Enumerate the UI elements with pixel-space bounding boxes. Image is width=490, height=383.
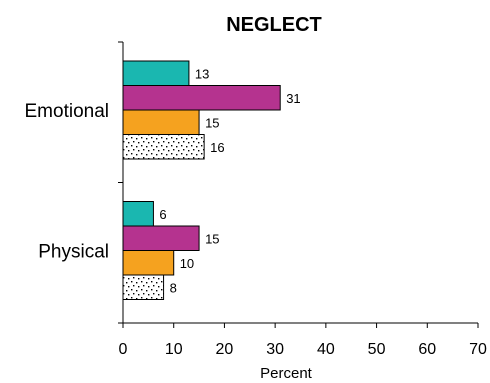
data-label: 31 bbox=[286, 91, 300, 106]
data-label: 8 bbox=[170, 280, 177, 295]
x-tick-label: 30 bbox=[266, 341, 284, 358]
x-tick-label: 70 bbox=[469, 341, 487, 358]
bar bbox=[122, 60, 190, 86]
bar bbox=[122, 109, 200, 135]
chart-title: NEGLECT bbox=[226, 14, 322, 36]
bar bbox=[122, 134, 205, 160]
bar bbox=[122, 85, 281, 111]
x-axis-title: Percent bbox=[260, 365, 313, 382]
data-label: 16 bbox=[210, 140, 224, 155]
bar bbox=[122, 225, 200, 251]
bar bbox=[122, 250, 175, 276]
x-tick-label: 40 bbox=[317, 341, 335, 358]
category-label: Physical bbox=[38, 242, 109, 263]
x-tick-label: 60 bbox=[418, 341, 436, 358]
data-label: 6 bbox=[159, 207, 166, 222]
x-tick-label: 10 bbox=[165, 341, 183, 358]
bar bbox=[122, 274, 165, 300]
x-tick-label: 0 bbox=[119, 341, 128, 358]
x-tick-label: 20 bbox=[216, 341, 234, 358]
data-label: 13 bbox=[195, 66, 209, 81]
bar bbox=[122, 201, 154, 227]
x-tick-label: 50 bbox=[368, 341, 386, 358]
category-label: Emotional bbox=[25, 101, 110, 122]
plot-area: 0 10 20 30 40 50 60 70 Emotional 13 31 15 16 Physical… bbox=[25, 41, 487, 358]
data-label: 10 bbox=[180, 256, 194, 271]
data-label: 15 bbox=[205, 231, 219, 246]
data-label: 15 bbox=[205, 115, 219, 130]
